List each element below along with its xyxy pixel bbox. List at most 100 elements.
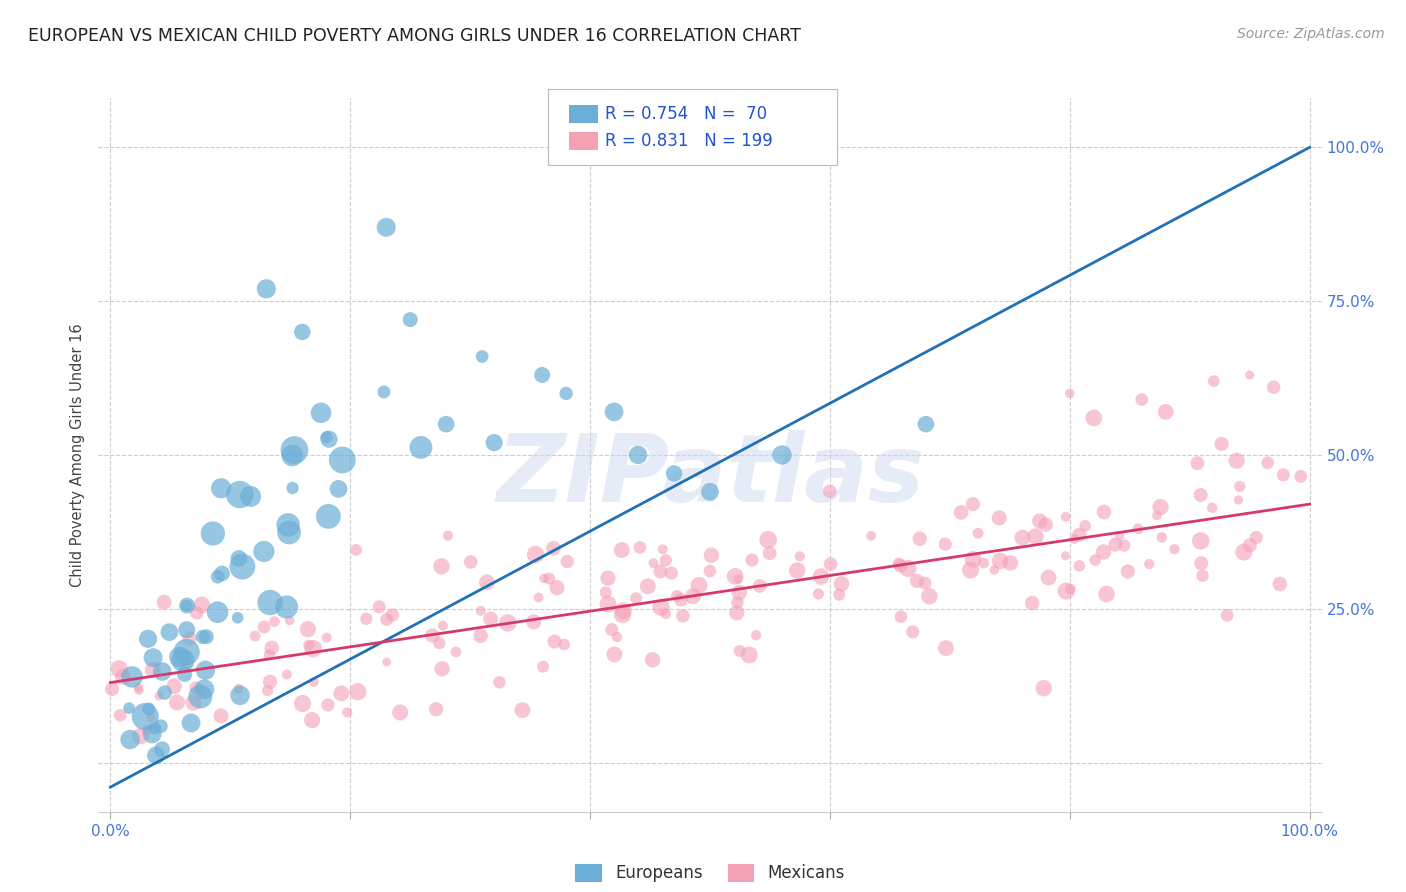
Point (166, 695, 188, 709)
Point (488, 675, 510, 690)
Point (830, 577, 852, 591)
Point (915, 417, 938, 432)
Point (134, 709, 156, 723)
Point (231, 559, 253, 574)
Point (291, 697, 314, 711)
Point (228, 551, 250, 566)
Point (603, 648, 626, 662)
Point (129, 729, 152, 743)
Point (150, 742, 173, 756)
Point (543, 541, 565, 556)
Point (973, 556, 995, 570)
Point (1149, 500, 1171, 514)
Point (277, 517, 299, 532)
Point (1054, 549, 1077, 563)
Point (195, 630, 218, 644)
Point (756, 533, 779, 547)
Point (229, 487, 252, 501)
Point (967, 526, 990, 541)
Point (330, 686, 353, 700)
Point (118, 701, 141, 715)
Point (121, 670, 143, 684)
Point (297, 622, 319, 636)
Point (184, 681, 207, 695)
Point (153, 685, 176, 699)
Point (1191, 568, 1213, 582)
Point (555, 555, 578, 569)
Point (173, 667, 195, 681)
Point (112, 670, 135, 684)
Point (209, 481, 232, 495)
Point (191, 630, 214, 644)
Point (950, 505, 973, 519)
Point (157, 625, 180, 640)
Point (988, 554, 1011, 568)
Point (179, 632, 201, 646)
Point (460, 555, 482, 569)
Point (603, 405, 626, 419)
Point (437, 529, 460, 543)
Point (918, 589, 941, 603)
Point (1202, 374, 1225, 388)
Point (309, 406, 332, 420)
Point (596, 571, 619, 585)
Point (745, 628, 768, 642)
Point (935, 641, 957, 656)
Point (962, 497, 984, 511)
Point (356, 612, 378, 626)
Point (318, 509, 340, 524)
Point (425, 702, 447, 716)
Point (381, 607, 404, 622)
Point (145, 748, 167, 763)
Point (643, 556, 665, 570)
Point (934, 537, 956, 551)
Point (741, 553, 763, 567)
Point (298, 638, 321, 652)
Point (887, 557, 910, 571)
Point (470, 629, 492, 643)
Point (229, 689, 252, 703)
Point (191, 598, 214, 612)
Point (1187, 456, 1209, 470)
Point (889, 558, 911, 573)
Point (330, 453, 353, 467)
Point (172, 653, 194, 667)
Point (432, 618, 454, 632)
Point (149, 719, 172, 733)
Point (301, 713, 323, 727)
Point (169, 650, 191, 665)
Point (389, 706, 412, 720)
Point (1025, 529, 1047, 543)
Point (475, 575, 498, 590)
Point (186, 606, 208, 620)
Point (1163, 542, 1185, 557)
Point (315, 430, 337, 444)
Point (316, 698, 339, 712)
Point (375, 655, 398, 669)
Point (738, 648, 761, 662)
Point (1063, 532, 1085, 546)
Point (538, 572, 561, 586)
Point (143, 721, 166, 735)
Point (983, 563, 1005, 577)
Point (430, 662, 453, 676)
Point (188, 690, 211, 704)
Point (128, 683, 150, 698)
Point (1038, 571, 1060, 585)
Point (315, 631, 337, 645)
Point (1092, 545, 1115, 559)
Point (209, 709, 232, 723)
Point (1189, 533, 1212, 548)
Point (256, 683, 278, 698)
Point (482, 435, 505, 450)
Point (1189, 488, 1212, 502)
Point (807, 587, 830, 601)
Legend: Europeans, Mexicans: Europeans, Mexicans (568, 857, 852, 889)
Point (207, 570, 229, 584)
Point (1229, 479, 1251, 493)
Point (1083, 411, 1105, 425)
Point (180, 716, 202, 731)
Point (346, 684, 368, 698)
Point (101, 682, 124, 697)
Point (546, 581, 568, 595)
